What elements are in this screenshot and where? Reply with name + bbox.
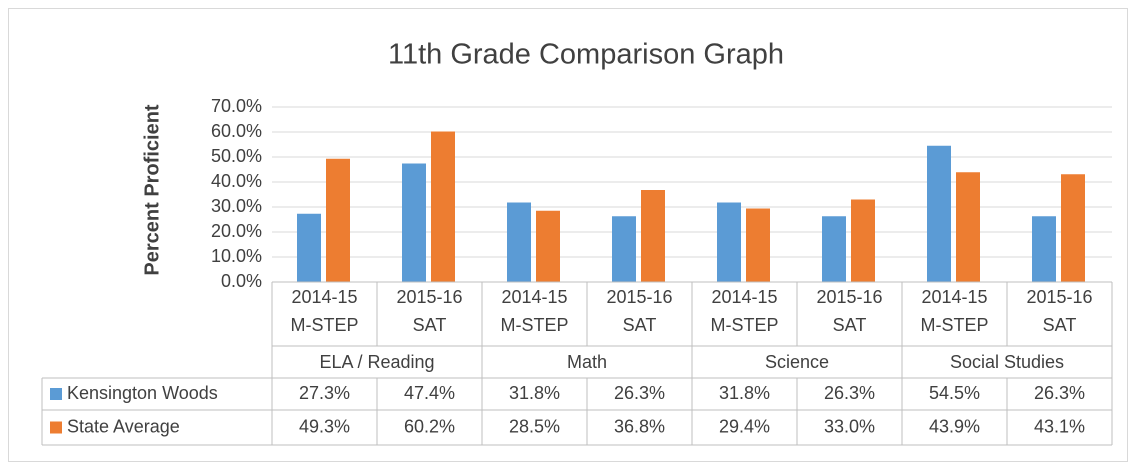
bar [956,172,980,282]
bar [927,145,951,282]
data-label: 27.3% [299,383,350,403]
y-tick-label: 70.0% [211,96,262,116]
x-tick-label: M-STEP [710,315,778,335]
bar [402,163,426,282]
y-tick-label: 60.0% [211,121,262,141]
bar [717,202,741,282]
data-label: 33.0% [824,416,875,436]
y-axis-label: Percent Proficient [141,104,163,276]
data-label: 31.8% [719,383,770,403]
data-label: 49.3% [299,416,350,436]
data-label: 26.3% [1034,383,1085,403]
y-tick-label: 0.0% [221,271,262,291]
bar [746,208,770,282]
bar [326,158,350,282]
group-label: Math [567,352,607,372]
data-label: 28.5% [509,416,560,436]
x-tick-label: SAT [833,315,867,335]
bar [641,190,665,282]
bar [431,131,455,282]
x-tick-label: M-STEP [500,315,568,335]
group-label: ELA / Reading [319,352,434,372]
x-tick-label: 2014-15 [501,287,567,307]
data-label: 36.8% [614,416,665,436]
x-tick-label: 2015-16 [606,287,672,307]
data-label: 60.2% [404,416,455,436]
x-tick-label: SAT [413,315,447,335]
x-tick-label: 2014-15 [921,287,987,307]
y-tick-label: 40.0% [211,171,262,191]
y-tick-label: 20.0% [211,221,262,241]
data-label: 54.5% [929,383,980,403]
data-label: 47.4% [404,383,455,403]
data-label: 26.3% [824,383,875,403]
x-tick-label: 2015-16 [1026,287,1092,307]
bar [612,216,636,282]
data-label: 29.4% [719,416,770,436]
chart-title: 11th Grade Comparison Graph [388,39,784,71]
data-label: 26.3% [614,383,665,403]
bar [507,202,531,282]
bar [297,213,321,282]
legend-label: Kensington Woods [67,383,218,403]
y-tick-label: 10.0% [211,246,262,266]
group-label: Science [765,352,829,372]
x-tick-label: 2014-15 [711,287,777,307]
x-tick-label: 2015-16 [816,287,882,307]
data-label: 31.8% [509,383,560,403]
group-label: Social Studies [950,352,1064,372]
data-label: 43.9% [929,416,980,436]
bar [822,216,846,282]
x-tick-label: M-STEP [920,315,988,335]
x-tick-label: SAT [1043,315,1077,335]
y-tick-label: 30.0% [211,196,262,216]
bar [536,210,560,282]
data-label: 43.1% [1034,416,1085,436]
legend-swatch [50,388,62,400]
legend-label: State Average [67,416,180,436]
x-tick-label: 2015-16 [396,287,462,307]
bar [1061,174,1085,282]
x-tick-label: SAT [623,315,657,335]
x-tick-label: M-STEP [290,315,358,335]
x-tick-label: 2014-15 [291,287,357,307]
bar [851,199,875,282]
legend-swatch [50,421,62,434]
y-tick-label: 50.0% [211,146,262,166]
bar [1032,216,1056,282]
